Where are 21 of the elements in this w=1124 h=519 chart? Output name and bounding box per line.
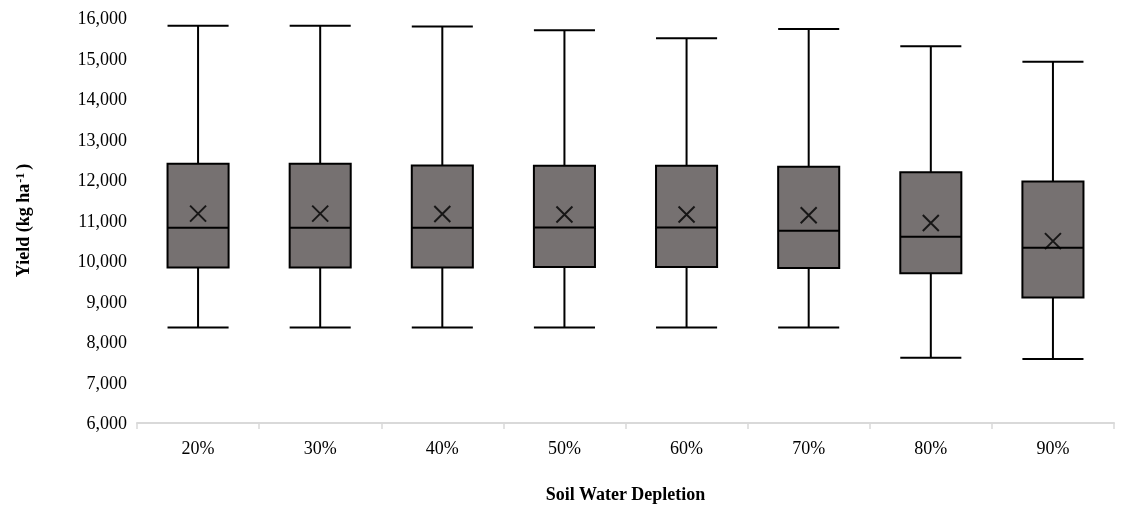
y-tick-label: 12,000: [77, 170, 127, 190]
y-axis-title: Yield (kg ha-1): [13, 163, 34, 278]
y-tick-label: 14,000: [77, 89, 127, 109]
x-tick-label: 60%: [670, 438, 704, 458]
y-tick-label: 15,000: [77, 48, 127, 69]
x-axis-title: Soil Water Depletion: [545, 484, 706, 504]
x-tick-label: 30%: [303, 438, 337, 458]
x-tick-label: 70%: [792, 438, 826, 458]
x-tick-label: 40%: [425, 438, 459, 458]
y-tick-label: 8,000: [86, 332, 127, 352]
y-tick-label: 16,000: [77, 8, 127, 28]
y-tick-label: 6,000: [86, 413, 127, 433]
x-tick-label: 90%: [1036, 438, 1070, 458]
y-tick-label: 11,000: [78, 210, 127, 231]
x-tick-label: 50%: [547, 438, 581, 458]
y-tick-label: 13,000: [77, 129, 127, 150]
x-tick-label: 20%: [181, 438, 215, 458]
y-tick-label: 9,000: [86, 291, 127, 312]
y-tick-label: 10,000: [77, 251, 127, 271]
y-tick-label: 7,000: [86, 372, 127, 393]
x-tick-label: 80%: [914, 438, 948, 458]
